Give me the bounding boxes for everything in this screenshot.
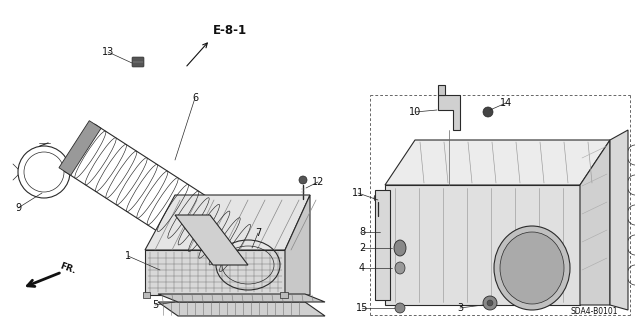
Circle shape <box>483 296 497 310</box>
Circle shape <box>299 176 307 184</box>
Text: 11: 11 <box>352 188 364 198</box>
Circle shape <box>374 194 382 202</box>
Text: 7: 7 <box>255 228 261 238</box>
Text: 8: 8 <box>359 227 365 237</box>
Polygon shape <box>580 140 610 305</box>
Text: 15: 15 <box>356 303 368 313</box>
Text: 6: 6 <box>192 93 198 103</box>
Polygon shape <box>438 85 445 95</box>
Ellipse shape <box>494 226 570 310</box>
Text: 10: 10 <box>409 107 421 117</box>
Polygon shape <box>385 140 610 185</box>
Circle shape <box>487 300 493 306</box>
Circle shape <box>483 107 493 117</box>
Polygon shape <box>280 292 288 298</box>
Polygon shape <box>145 250 285 295</box>
Text: 5: 5 <box>152 300 158 310</box>
Polygon shape <box>610 130 628 310</box>
Text: 1: 1 <box>125 251 131 261</box>
Polygon shape <box>145 195 310 250</box>
Text: 9: 9 <box>15 203 21 213</box>
Polygon shape <box>385 185 580 305</box>
Text: SDA4-B0101: SDA4-B0101 <box>570 308 618 316</box>
Polygon shape <box>143 292 150 298</box>
Polygon shape <box>158 294 325 302</box>
Ellipse shape <box>395 262 405 274</box>
Ellipse shape <box>500 232 564 304</box>
Polygon shape <box>285 195 310 295</box>
Polygon shape <box>175 215 248 265</box>
FancyBboxPatch shape <box>132 57 144 67</box>
Polygon shape <box>375 190 390 300</box>
FancyBboxPatch shape <box>379 225 391 235</box>
Text: 14: 14 <box>500 98 512 108</box>
Ellipse shape <box>394 240 406 256</box>
Polygon shape <box>438 95 460 130</box>
Text: FR.: FR. <box>58 261 77 275</box>
Text: 13: 13 <box>102 47 114 57</box>
Polygon shape <box>158 302 325 316</box>
Text: 3: 3 <box>457 303 463 313</box>
Polygon shape <box>59 121 101 175</box>
Circle shape <box>395 303 405 313</box>
Text: 4: 4 <box>359 263 365 273</box>
Text: 2: 2 <box>359 243 365 253</box>
Text: 12: 12 <box>312 177 324 187</box>
Text: E-8-1: E-8-1 <box>213 23 247 36</box>
